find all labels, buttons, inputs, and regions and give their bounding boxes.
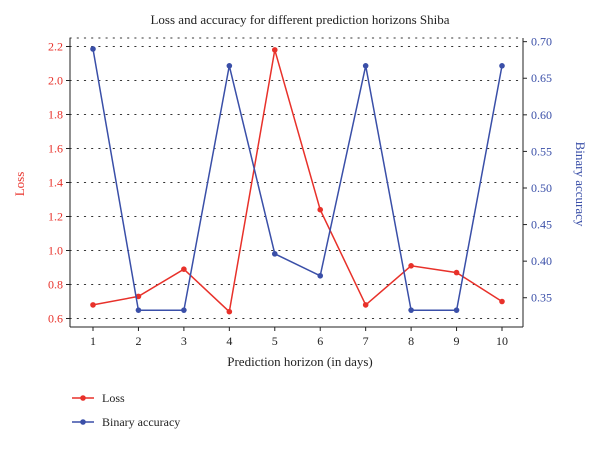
series-line-loss — [92, 49, 503, 314]
data-point-loss — [181, 266, 187, 273]
x-axis-tick-label: 2 — [135, 334, 141, 348]
x-axis-tick-label: 3 — [181, 334, 187, 348]
legend-marker-loss — [80, 395, 86, 401]
left-axis-tick-label: 2.2 — [48, 40, 63, 54]
y-axis-left-label: Loss — [12, 172, 27, 197]
data-point-binary-accuracy — [181, 307, 187, 313]
data-point-loss — [271, 47, 278, 53]
legend-item-loss: Loss — [72, 391, 125, 405]
data-point-loss — [226, 308, 233, 315]
right-axis-tick-label: 0.55 — [531, 144, 552, 158]
data-point-binary-accuracy — [362, 63, 369, 69]
x-axis: 1 2 3 4 5 6 7 8 9 10 — [70, 326, 523, 348]
data-point-binary-accuracy — [90, 46, 96, 52]
right-axis-tick-label: 0.45 — [531, 218, 552, 232]
x-axis-tick-label: 10 — [496, 334, 508, 348]
data-point-binary-accuracy — [271, 251, 278, 257]
left-axis-tick-label: 1.6 — [48, 142, 63, 156]
data-point-binary-accuracy — [453, 307, 460, 313]
grid-lines — [69, 37, 524, 320]
data-point-loss — [90, 302, 96, 308]
right-axis-tick-label: 0.70 — [531, 35, 552, 49]
x-axis-tick-label: 6 — [317, 334, 323, 348]
data-point-loss — [135, 293, 142, 300]
legend-label-binary-accuracy: Binary accuracy — [102, 415, 180, 429]
x-axis-tick-label: 4 — [226, 334, 232, 348]
left-axis-tick-label: 1.8 — [48, 108, 63, 122]
x-axis-tick-label: 8 — [408, 334, 414, 348]
left-axis-tick-label: 1.4 — [48, 176, 63, 190]
right-axis-tick-label: 0.65 — [531, 71, 552, 85]
right-axis-tick-label: 0.40 — [531, 254, 552, 268]
left-axis-tick-label: 0.6 — [48, 312, 63, 326]
left-axis-tick-label: 0.8 — [48, 278, 63, 292]
x-axis-tick-label: 5 — [272, 334, 278, 348]
data-point-loss — [408, 263, 414, 269]
left-axis-tick-label: 1.2 — [48, 210, 63, 224]
right-axis-tick-label: 0.35 — [531, 291, 552, 305]
right-axis: 0.35 0.40 0.45 0.50 0.55 0.60 0.65 0.70 — [522, 35, 552, 327]
series-line-binary-accuracy — [92, 48, 503, 311]
x-axis-tick-label: 1 — [90, 334, 96, 348]
left-axis: 0.6 0.8 1.0 1.2 1.4 1.6 1.8 2.0 2.2 — [48, 38, 71, 327]
left-axis-tick-label: 2.0 — [48, 74, 63, 88]
data-point-binary-accuracy — [408, 307, 414, 313]
data-point-loss — [453, 269, 460, 276]
x-axis-label: Prediction horizon (in days) — [227, 354, 373, 369]
series-lines — [90, 46, 505, 315]
legend-marker-binary-accuracy — [80, 419, 86, 425]
data-point-loss — [317, 206, 324, 213]
right-axis-tick-label: 0.60 — [531, 108, 552, 122]
x-axis-tick-label: 7 — [363, 334, 369, 348]
x-axis-tick-label: 9 — [454, 334, 460, 348]
data-point-binary-accuracy — [499, 63, 505, 69]
legend-item-binary-accuracy: Binary accuracy — [72, 415, 180, 429]
chart-title: Loss and accuracy for different predicti… — [150, 12, 449, 27]
data-point-binary-accuracy — [135, 307, 142, 313]
y-axis-right-label: Binary accuracy — [573, 142, 588, 227]
legend: Loss Binary accuracy — [72, 391, 180, 429]
right-axis-tick-label: 0.50 — [531, 181, 552, 195]
data-point-loss — [499, 298, 505, 305]
legend-label-loss: Loss — [102, 391, 125, 405]
data-point-loss — [362, 302, 369, 308]
left-axis-tick-label: 1.0 — [48, 244, 63, 258]
data-point-binary-accuracy — [317, 272, 324, 279]
data-point-binary-accuracy — [226, 63, 233, 69]
